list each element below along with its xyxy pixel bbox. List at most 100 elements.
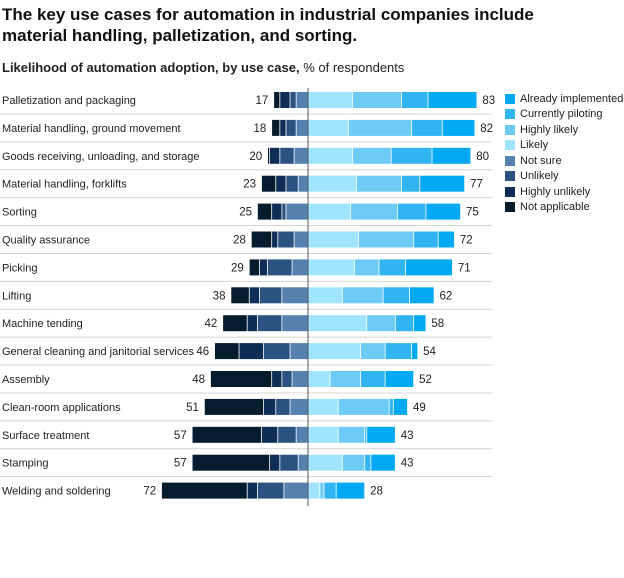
legend-label: Currently piloting (520, 108, 603, 121)
left-total-label: 42 (205, 318, 218, 330)
bar-segment-unlikely (257, 482, 284, 499)
bar-segment-unlikely (257, 315, 282, 332)
bar-segment-already-implemented (414, 315, 426, 332)
bar-segment-not-sure (298, 175, 308, 192)
bar-segment-currently-piloting (324, 482, 336, 499)
category-label: Sorting (2, 207, 37, 219)
bar-segment-highly-likely (342, 454, 365, 471)
bar-segment-highly-unlikely (272, 203, 282, 220)
bar-segment-not-applicable (223, 315, 247, 332)
bar-segment-currently-piloting (414, 231, 438, 248)
category-label: Picking (2, 262, 37, 274)
bar-segment-currently-piloting (391, 147, 432, 164)
bar-segment-currently-piloting (389, 398, 393, 415)
bar-segment-currently-piloting (365, 454, 371, 471)
bar-segment-likely (308, 259, 355, 276)
bar-segment-already-implemented (367, 426, 395, 443)
left-total-label: 23 (243, 179, 256, 191)
bar-segment-already-implemented (420, 175, 465, 192)
bar-segment-already-implemented (371, 454, 395, 471)
right-total-label: 52 (419, 374, 432, 386)
legend-swatch (505, 202, 515, 213)
bar-segment-not-sure (296, 426, 308, 443)
bar-segment-already-implemented (336, 482, 365, 499)
left-total-label: 51 (186, 402, 199, 414)
bar-segment-currently-piloting (397, 203, 426, 220)
bar-segment-currently-piloting (383, 287, 410, 304)
bar-segment-not-applicable (204, 398, 264, 415)
bar-segment-currently-piloting (395, 315, 414, 332)
left-total-label: 29 (231, 262, 244, 274)
legend-label: Highly likely (520, 123, 579, 136)
bar-segment-not-sure (294, 231, 308, 248)
bar-segment-likely (308, 203, 351, 220)
bar-segment-likely (308, 343, 361, 360)
legend-label: Likely (520, 139, 549, 152)
bar-segment-highly-unlikely (263, 398, 276, 415)
left-total-label: 28 (233, 235, 246, 247)
bar-segment-highly-unlikely (272, 371, 282, 387)
bar-segment-highly-likely (320, 482, 324, 499)
bar-segment-highly-unlikely (261, 426, 278, 443)
category-label: Stamping (2, 458, 48, 470)
category-label: Assembly (2, 374, 50, 386)
legend-label: Not sure (520, 154, 562, 167)
left-total-label: 57 (174, 430, 187, 442)
legend-item: Currently piloting (505, 107, 623, 123)
subtitle-unit: % of respondents (303, 60, 405, 75)
bar-segment-highly-likely (352, 147, 391, 164)
left-total-label: 46 (196, 346, 209, 358)
category-label: Lifting (2, 290, 31, 302)
chart-title: The key use cases for automation in indu… (2, 5, 534, 45)
bar-segment-unlikely (263, 343, 290, 360)
left-total-label: 57 (174, 458, 187, 470)
legend-item: Highly unlikely (505, 184, 623, 200)
legend-swatch (505, 124, 515, 135)
bar-segment-highly-unlikely (272, 231, 278, 248)
bar-segment-not-applicable (251, 231, 272, 248)
legend-item: Not applicable (505, 200, 623, 216)
bar-segment-highly-unlikely (247, 315, 257, 332)
left-total-label: 17 (256, 95, 269, 107)
bar-segment-highly-unlikely (276, 175, 286, 192)
bar-segment-not-sure (290, 343, 308, 360)
bar-segment-not-sure (282, 315, 308, 332)
category-label: Clean-room applications (2, 402, 121, 414)
bar-segment-not-applicable (161, 482, 247, 499)
category-label: Palletization and packaging (2, 95, 136, 107)
right-total-label: 43 (401, 458, 414, 470)
right-total-label: 83 (482, 95, 495, 107)
bar-segment-highly-likely (352, 92, 402, 108)
right-total-label: 72 (460, 235, 473, 247)
bar-segment-likely (308, 315, 367, 332)
category-label: Material handling, forklifts (2, 179, 127, 191)
bar-segment-highly-likely (350, 203, 397, 220)
bar-segment-already-implemented (385, 371, 414, 387)
bar-segment-not-sure (292, 259, 308, 276)
bar-segment-currently-piloting (385, 343, 412, 360)
bar-segment-highly-likely (367, 315, 395, 332)
legend-item: Unlikely (505, 169, 623, 185)
bar-segment-likely (308, 426, 338, 443)
bar-segment-currently-piloting (365, 426, 367, 443)
bar-segment-already-implemented (412, 343, 418, 360)
category-label: Material handling, ground movement (2, 123, 181, 135)
legend: Already implemented Currently piloting Hig… (505, 91, 623, 215)
bar-segment-not-sure (294, 147, 308, 164)
bar-segment-unlikely (276, 398, 290, 415)
category-label: Goods receiving, unloading, and storage (2, 151, 200, 163)
bar-segment-highly-likely (342, 287, 383, 304)
left-total-label: 38 (213, 290, 226, 302)
right-total-label: 80 (476, 151, 489, 163)
bar-segment-highly-unlikely (280, 119, 286, 136)
bar-segment-unlikely (280, 147, 294, 164)
bar-segment-not-sure (296, 119, 308, 136)
bar-segment-unlikely (282, 371, 292, 387)
legend-label: Unlikely (520, 170, 559, 183)
bar-segment-highly-likely (348, 119, 412, 136)
right-total-label: 43 (401, 430, 414, 442)
bar-segment-unlikely (278, 231, 294, 248)
bar-segment-highly-unlikely (270, 147, 280, 164)
